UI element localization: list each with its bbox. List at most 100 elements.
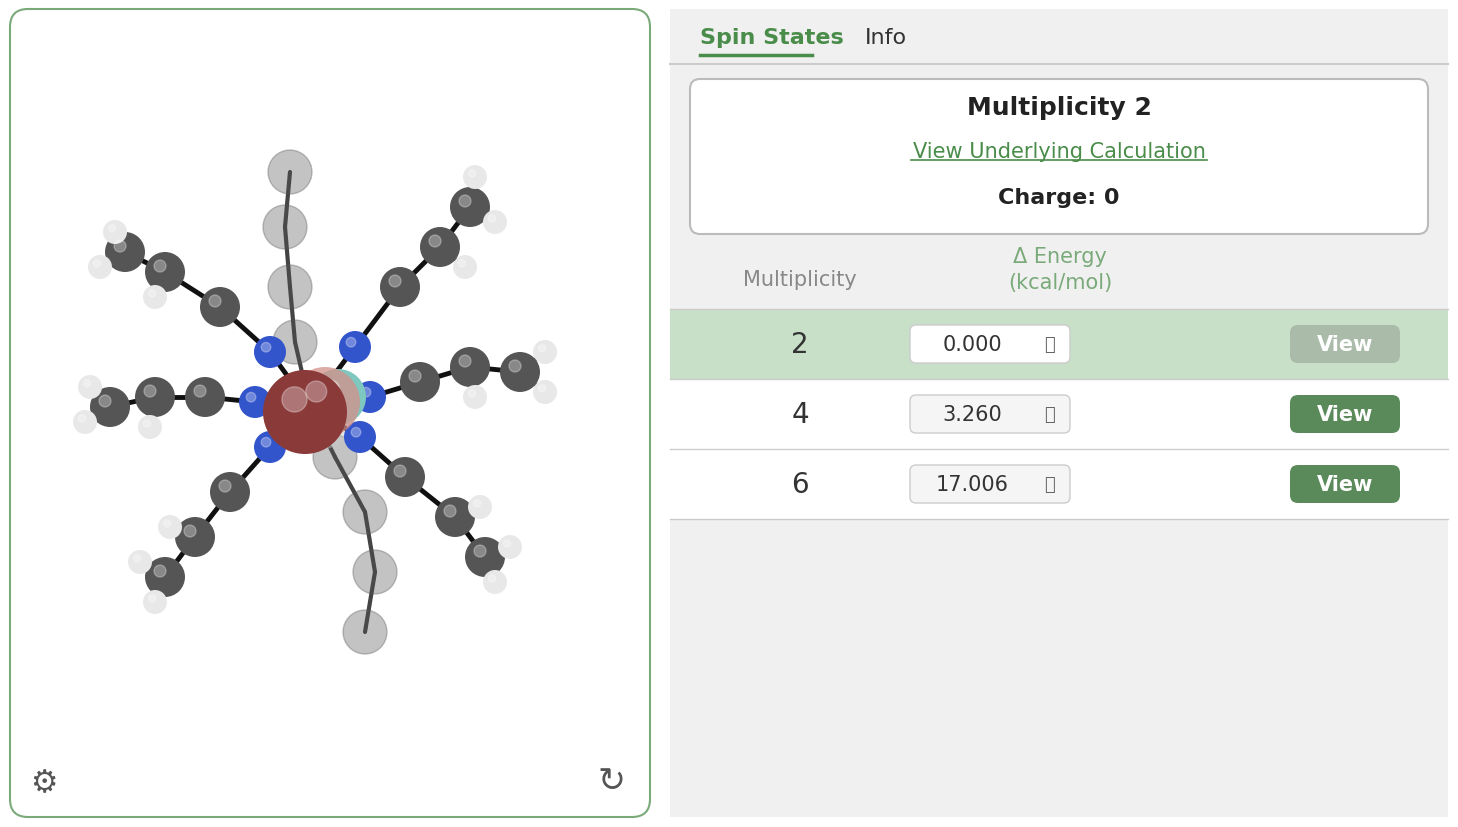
Text: Multiplicity: Multiplicity: [744, 270, 857, 289]
Text: 2: 2: [792, 331, 809, 359]
Circle shape: [239, 386, 271, 418]
Circle shape: [343, 610, 386, 654]
Circle shape: [500, 352, 539, 393]
FancyBboxPatch shape: [671, 10, 1448, 65]
Circle shape: [155, 261, 166, 273]
Circle shape: [200, 288, 241, 327]
Circle shape: [149, 595, 156, 602]
Circle shape: [468, 170, 475, 178]
Text: 6: 6: [792, 471, 809, 499]
Circle shape: [311, 370, 366, 425]
Circle shape: [344, 422, 376, 453]
Circle shape: [261, 343, 271, 352]
Circle shape: [464, 165, 487, 189]
Circle shape: [354, 381, 386, 414]
Circle shape: [73, 410, 98, 434]
Circle shape: [340, 332, 370, 364]
Circle shape: [465, 538, 504, 577]
Circle shape: [143, 590, 168, 614]
Text: Info: Info: [865, 28, 907, 48]
Text: Δ Energy
(kcal/mol): Δ Energy (kcal/mol): [1007, 246, 1112, 293]
Circle shape: [434, 497, 475, 538]
FancyBboxPatch shape: [1290, 466, 1400, 504]
Text: Charge: 0: Charge: 0: [999, 188, 1120, 208]
Circle shape: [459, 356, 471, 367]
Circle shape: [99, 395, 111, 408]
Circle shape: [534, 380, 557, 404]
Text: ⧉: ⧉: [1044, 405, 1056, 423]
Text: ↻: ↻: [596, 764, 625, 797]
Circle shape: [268, 265, 312, 309]
Circle shape: [464, 385, 487, 409]
Circle shape: [488, 216, 496, 222]
Circle shape: [459, 196, 471, 208]
Circle shape: [453, 256, 477, 280]
Circle shape: [385, 457, 424, 497]
Text: ⧉: ⧉: [1044, 476, 1056, 494]
Circle shape: [389, 275, 401, 288]
FancyBboxPatch shape: [10, 10, 650, 817]
Circle shape: [322, 380, 340, 398]
Circle shape: [149, 290, 156, 298]
Circle shape: [468, 390, 475, 398]
FancyBboxPatch shape: [1290, 395, 1400, 433]
Circle shape: [538, 346, 545, 352]
Text: ⚙: ⚙: [31, 768, 57, 797]
Circle shape: [254, 337, 286, 369]
FancyBboxPatch shape: [1290, 326, 1400, 364]
Text: Multiplicity 2: Multiplicity 2: [967, 96, 1152, 120]
Circle shape: [445, 505, 456, 518]
Circle shape: [261, 437, 271, 447]
Circle shape: [483, 211, 507, 235]
FancyBboxPatch shape: [671, 449, 1448, 519]
Circle shape: [136, 378, 175, 418]
Circle shape: [185, 378, 225, 418]
Circle shape: [133, 555, 140, 562]
Circle shape: [280, 375, 356, 451]
Text: 4: 4: [792, 400, 809, 428]
Circle shape: [420, 227, 461, 268]
Circle shape: [343, 490, 386, 534]
Circle shape: [254, 432, 286, 463]
Circle shape: [313, 436, 357, 480]
Circle shape: [538, 385, 545, 393]
Circle shape: [155, 566, 166, 577]
Circle shape: [175, 518, 214, 557]
Circle shape: [90, 388, 130, 428]
FancyBboxPatch shape: [910, 395, 1070, 433]
Circle shape: [268, 151, 312, 195]
FancyBboxPatch shape: [671, 380, 1448, 449]
Text: View: View: [1317, 475, 1373, 495]
Circle shape: [273, 321, 316, 365]
Circle shape: [534, 341, 557, 365]
Circle shape: [114, 241, 125, 253]
Circle shape: [488, 575, 496, 582]
Circle shape: [83, 380, 90, 388]
Circle shape: [394, 466, 405, 477]
Text: View: View: [1317, 335, 1373, 355]
Circle shape: [306, 381, 327, 403]
Circle shape: [410, 370, 421, 383]
Text: Spin States: Spin States: [700, 28, 844, 48]
Circle shape: [346, 338, 356, 347]
Circle shape: [281, 387, 308, 413]
Circle shape: [351, 428, 360, 437]
Circle shape: [262, 206, 308, 250]
Circle shape: [79, 415, 86, 423]
Circle shape: [219, 480, 230, 492]
Circle shape: [451, 347, 490, 388]
Circle shape: [246, 393, 255, 403]
FancyBboxPatch shape: [910, 326, 1070, 364]
Circle shape: [399, 362, 440, 403]
Circle shape: [468, 495, 491, 519]
Circle shape: [290, 367, 360, 437]
Text: 0.000: 0.000: [942, 335, 1002, 355]
Circle shape: [483, 571, 507, 595]
Text: 3.260: 3.260: [942, 404, 1002, 424]
Circle shape: [144, 385, 156, 398]
Circle shape: [381, 268, 420, 308]
Circle shape: [163, 520, 171, 528]
Circle shape: [353, 550, 397, 595]
Circle shape: [509, 361, 521, 372]
Circle shape: [144, 253, 185, 293]
